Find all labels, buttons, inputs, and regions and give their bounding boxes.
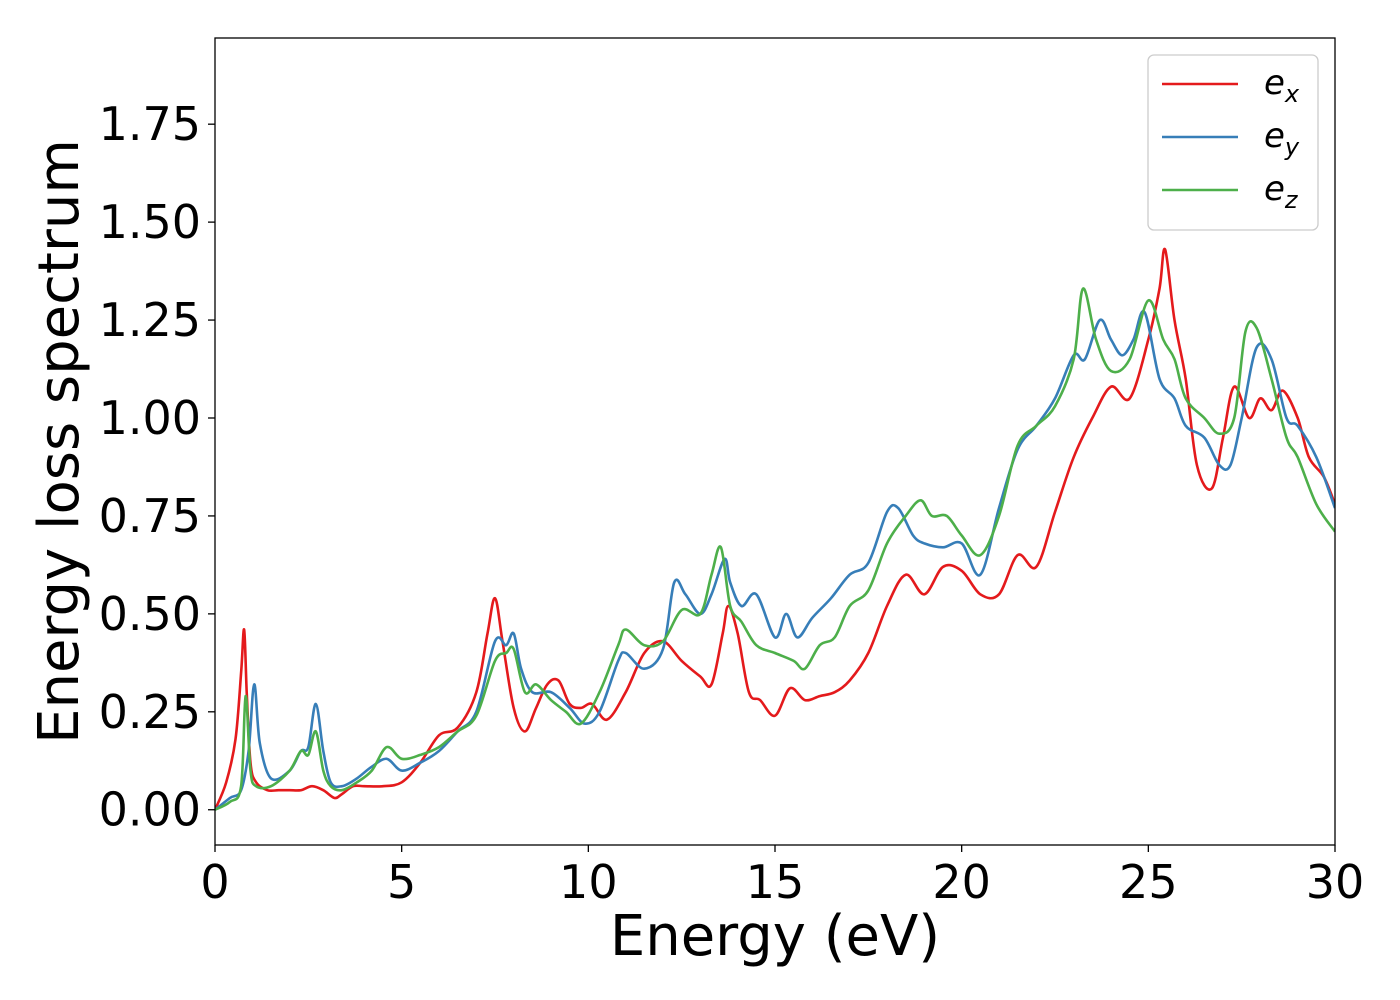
legend-label-z: ez <box>1264 169 1299 214</box>
x-tick-label: 5 <box>387 855 416 909</box>
y-tick-label: 0.50 <box>99 587 201 641</box>
x-tick-label: 25 <box>1119 855 1178 909</box>
legend-label-base: e <box>1264 63 1285 103</box>
legend-label-base: e <box>1264 169 1285 209</box>
legend-label-subscript: y <box>1284 133 1300 161</box>
x-tick-label: 15 <box>746 855 805 909</box>
plot-lines <box>215 247 1335 811</box>
legend-label-y: ey <box>1264 116 1300 161</box>
y-axis-title: Energy loss spectrum <box>27 139 92 744</box>
x-tick-label: 0 <box>200 855 229 909</box>
y-tick-label: 1.00 <box>99 391 201 445</box>
legend-box <box>1147 54 1319 231</box>
x-tick-label: 20 <box>932 855 991 909</box>
legend-label-subscript: x <box>1284 80 1300 108</box>
x-axis-title: Energy (eV) <box>610 904 940 969</box>
y-tick-label: 1.75 <box>99 97 201 151</box>
series-line-z <box>215 287 1335 811</box>
x-axis: 0 5 10 15 20 25 30 <box>200 845 1364 909</box>
series-line-x <box>215 247 1335 811</box>
y-tick-label: 1.50 <box>99 195 201 249</box>
x-tick-label: 10 <box>559 855 618 909</box>
y-axis: 0.00 0.25 0.50 0.75 1.00 1.25 1.50 1.75 <box>99 97 215 837</box>
legend-label-subscript: z <box>1284 186 1299 214</box>
y-tick-label: 0.75 <box>99 489 201 543</box>
y-tick-label: 0.00 <box>99 783 201 837</box>
legend-label-base: e <box>1264 116 1285 156</box>
y-tick-label: 1.25 <box>99 293 201 347</box>
y-tick-label: 0.25 <box>99 685 201 739</box>
x-tick-label: 30 <box>1306 855 1365 909</box>
legend-label-x: ex <box>1264 63 1300 108</box>
